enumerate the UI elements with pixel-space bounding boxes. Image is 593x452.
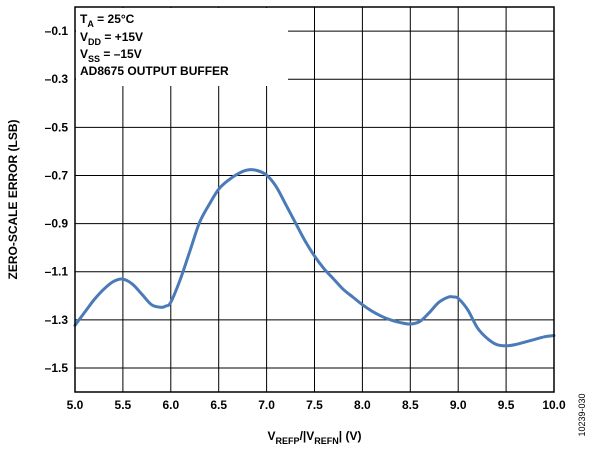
figure-id: 10239-030 bbox=[577, 393, 587, 436]
x-tick-labels: 5.0 5.5 6.0 6.5 7.0 7.5 8.0 8.5 9.0 9.5 10.0 bbox=[67, 398, 566, 412]
plot-frame bbox=[74, 6, 555, 393]
y-tick-label: –0.1 bbox=[45, 24, 69, 38]
y-tick-label: –0.9 bbox=[45, 217, 69, 231]
y-tick-label: –1.1 bbox=[45, 265, 69, 279]
x-tick-label: 9.0 bbox=[450, 398, 467, 412]
x-tick-label: 10.0 bbox=[542, 398, 566, 412]
x-tick-label: 5.0 bbox=[67, 398, 84, 412]
series-line bbox=[73, 168, 556, 348]
x-tick-label: 5.5 bbox=[115, 398, 132, 412]
annotation-line: AD8675 OUTPUT BUFFER bbox=[80, 64, 229, 78]
y-tick-label: –0.7 bbox=[45, 168, 69, 182]
y-tick-labels: –0.1 –0.3 –0.5 –0.7 –0.9 –1.1 –1.3 –1.5 bbox=[45, 24, 69, 375]
y-tick-label: –0.3 bbox=[45, 72, 69, 86]
annotation-line: VDD = +15V bbox=[80, 30, 143, 47]
x-tick-label: 7.5 bbox=[306, 398, 323, 412]
annotation-box bbox=[76, 8, 288, 86]
y-tick-label: –1.5 bbox=[45, 361, 69, 375]
y-tick-label: –0.5 bbox=[45, 120, 69, 134]
y-axis-label: ZERO-SCALE ERROR (LSB) bbox=[6, 120, 20, 280]
y-tick-label: –1.3 bbox=[45, 313, 69, 327]
x-axis-label: VREFP/|VREFN| (V) bbox=[268, 429, 362, 446]
x-tick-label: 7.0 bbox=[258, 398, 275, 412]
x-tick-label: 9.5 bbox=[498, 398, 515, 412]
x-tick-label: 6.5 bbox=[210, 398, 227, 412]
x-tick-label: 8.0 bbox=[354, 398, 371, 412]
annotation-line: TA = 25°C bbox=[80, 12, 135, 29]
x-tick-label: 8.5 bbox=[402, 398, 419, 412]
x-tick-label: 6.0 bbox=[162, 398, 179, 412]
annotation-line: VSS = –15V bbox=[80, 47, 142, 64]
